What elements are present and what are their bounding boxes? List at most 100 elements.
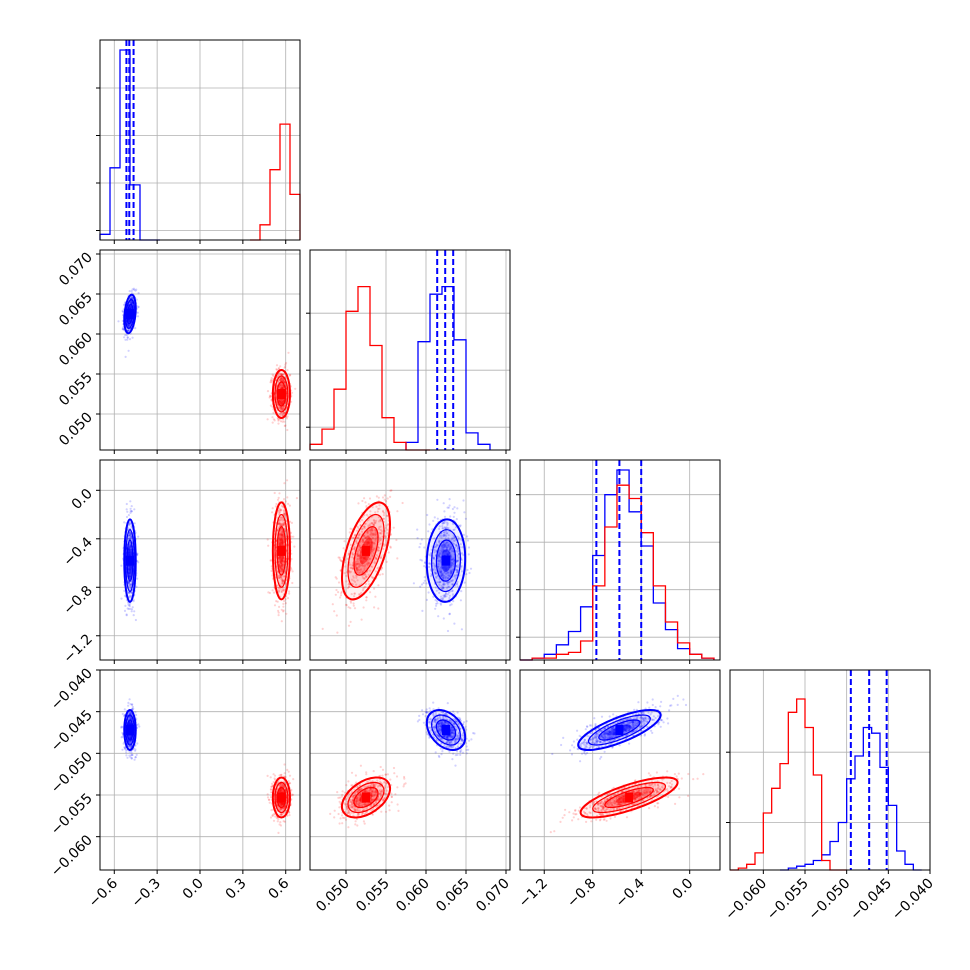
sample-point — [270, 381, 273, 384]
sample-point — [117, 320, 120, 323]
sample-point — [443, 510, 446, 513]
sample-point — [439, 603, 443, 606]
sample-point — [279, 400, 282, 403]
sample-point — [428, 523, 431, 526]
sample-point — [279, 377, 282, 380]
sample-point — [453, 511, 456, 514]
sample-point — [279, 379, 282, 382]
sample-point — [426, 513, 429, 517]
sample-point — [367, 503, 370, 506]
sample-point — [131, 297, 134, 300]
sample-point — [272, 374, 275, 377]
sample-point — [128, 290, 131, 293]
sample-point — [396, 557, 399, 560]
sample-point — [281, 400, 284, 403]
sample-point — [282, 418, 285, 421]
sample-point — [348, 531, 351, 534]
sample-point — [281, 420, 284, 423]
sample-point — [343, 540, 346, 543]
sample-point — [280, 384, 283, 387]
sample-point — [135, 585, 138, 588]
sample-point — [128, 319, 131, 322]
sample-point — [460, 628, 463, 631]
sample-point — [124, 334, 127, 337]
sample-point — [278, 386, 281, 389]
sample-point — [121, 309, 124, 313]
sample-point — [122, 328, 125, 331]
sample-point — [279, 420, 282, 423]
sample-point — [361, 499, 364, 503]
sample-point — [280, 382, 283, 385]
sample-point — [133, 288, 136, 291]
sample-point — [134, 711, 137, 714]
sample-point — [282, 407, 285, 411]
sample-point — [127, 324, 130, 327]
sample-point — [133, 508, 136, 511]
blue-contours — [123, 293, 137, 335]
sample-point — [420, 538, 423, 541]
sample-point — [125, 508, 128, 511]
sample-point — [130, 301, 133, 304]
sample-point — [281, 384, 284, 387]
sample-point — [281, 401, 284, 404]
sample-point — [288, 504, 291, 507]
sample-point — [277, 818, 280, 821]
sample-point — [443, 515, 447, 518]
sample-point — [282, 605, 285, 608]
sample-point — [280, 373, 283, 376]
sample-point — [279, 372, 282, 376]
sample-point — [282, 609, 285, 612]
sample-point — [280, 373, 283, 376]
sample-point — [279, 403, 283, 406]
sample-point — [436, 517, 439, 520]
sample-point — [285, 417, 288, 420]
sample-point — [284, 602, 287, 605]
sample-point — [280, 378, 284, 381]
sample-point — [423, 546, 426, 549]
sample-point — [278, 605, 281, 608]
sample-point — [462, 533, 465, 536]
sample-point — [273, 491, 276, 495]
sample-point — [453, 506, 456, 509]
sample-point — [282, 379, 285, 382]
sample-point — [421, 609, 424, 612]
sample-point — [419, 558, 422, 561]
sample-point — [128, 318, 131, 322]
sample-point — [129, 306, 132, 309]
density-peak — [126, 555, 134, 566]
sample-point — [416, 528, 419, 531]
sample-point — [121, 748, 124, 751]
sample-point — [282, 378, 285, 381]
sample-point — [460, 590, 463, 593]
sample-point — [124, 338, 127, 341]
sample-point — [364, 501, 367, 504]
sample-point — [286, 415, 289, 418]
sample-point — [349, 527, 352, 530]
sample-point — [349, 620, 352, 623]
sample-point — [381, 496, 385, 499]
sample-point — [467, 553, 470, 556]
sample-point — [137, 305, 140, 308]
sample-point — [129, 300, 132, 303]
sample-point — [137, 306, 140, 309]
red-histogram — [250, 123, 301, 241]
sample-point — [287, 351, 290, 354]
sample-point — [129, 306, 132, 309]
sample-point — [467, 546, 471, 549]
sample-point — [279, 383, 282, 386]
sample-point — [129, 306, 132, 309]
sample-point — [280, 377, 283, 380]
red-contours — [271, 501, 291, 601]
sample-point — [283, 772, 286, 775]
sample-point — [280, 408, 283, 411]
sample-point — [279, 401, 282, 404]
sample-point — [360, 618, 363, 621]
sample-point — [279, 378, 282, 381]
sample-point — [280, 373, 283, 376]
sample-point — [132, 600, 135, 603]
sample-point — [336, 631, 339, 634]
sample-point — [269, 381, 272, 384]
sample-point — [283, 599, 286, 603]
sample-point — [279, 401, 282, 404]
sample-point — [283, 406, 286, 409]
